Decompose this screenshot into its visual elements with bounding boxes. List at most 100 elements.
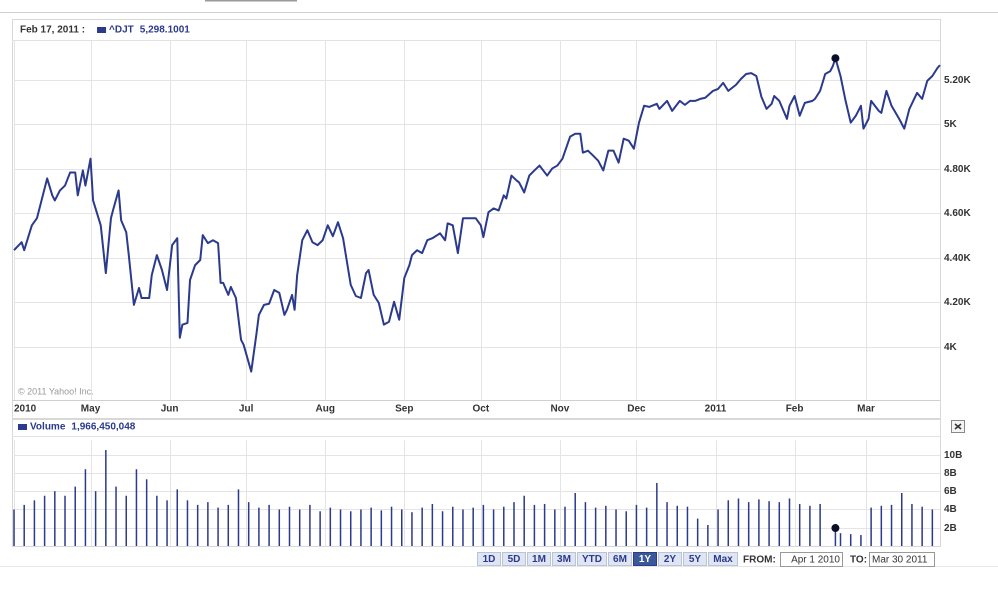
- y-tick-label: 4K: [944, 342, 958, 353]
- volume-bar: [768, 501, 770, 546]
- range-button[interactable]: [633, 552, 657, 566]
- volume-bar: [900, 493, 903, 546]
- volume-bar: [115, 486, 117, 546]
- volume-bar: [431, 503, 434, 546]
- to-value[interactable]: Mar 30 2011: [872, 555, 928, 566]
- volume-bar: [23, 504, 25, 546]
- x-tick-label: Mar: [857, 404, 875, 415]
- volume-bar: [156, 495, 158, 546]
- volume-bar: [298, 509, 301, 546]
- volume-bar: [411, 512, 413, 546]
- y-tick-label: 4B: [944, 504, 957, 515]
- volume-bar: [329, 507, 332, 546]
- volume-bar: [819, 503, 821, 546]
- y-tick-label: 6B: [944, 486, 957, 497]
- volume-bar: [441, 511, 444, 546]
- volume-bar: [400, 509, 403, 546]
- volume-bar: [339, 509, 342, 546]
- volume-bar: [370, 507, 372, 546]
- range-button-label[interactable]: 1M: [532, 554, 546, 565]
- y-tick-label: 2B: [944, 523, 957, 534]
- volume-bar: [196, 504, 199, 546]
- range-button[interactable]: [502, 552, 526, 566]
- volume-bar: [707, 524, 709, 546]
- volume-bar: [839, 533, 842, 546]
- hover-dot: [831, 524, 840, 533]
- volume-bar: [931, 509, 934, 546]
- legend-value: 1,966,450,048: [71, 422, 135, 433]
- volume-bar: [717, 509, 719, 546]
- range-button-label[interactable]: 3M: [557, 554, 571, 565]
- to-input[interactable]: [869, 552, 935, 567]
- volume-bar: [462, 509, 464, 546]
- volume-bar: [860, 535, 862, 546]
- range-button[interactable]: [708, 552, 738, 566]
- x-tick-label: Feb: [786, 404, 804, 415]
- x-tick-label: Nov: [550, 404, 569, 415]
- y-tick-label: 4.60K: [944, 208, 971, 219]
- volume-bar: [503, 506, 505, 546]
- range-button[interactable]: [577, 552, 607, 566]
- range-button[interactable]: [552, 552, 576, 566]
- volume-bar: [309, 504, 311, 546]
- from-value[interactable]: Apr 1 2010: [791, 555, 840, 566]
- close-button[interactable]: [951, 420, 965, 433]
- volume-bar: [513, 502, 515, 546]
- volume-bar: [554, 509, 556, 546]
- volume-bar: [737, 498, 740, 546]
- range-button[interactable]: [477, 552, 501, 566]
- volume-bar: [696, 518, 699, 546]
- volume-bar: [584, 502, 587, 546]
- volume-bar: [834, 528, 837, 546]
- volume-bar: [176, 489, 179, 546]
- range-button-label[interactable]: 5D: [508, 554, 521, 565]
- volume-bar: [288, 506, 291, 546]
- legend-name: Volume: [30, 422, 66, 433]
- volume-bar: [64, 495, 66, 546]
- range-button[interactable]: [658, 552, 682, 566]
- to-label: TO:: [850, 555, 867, 566]
- volume-bar: [227, 504, 230, 546]
- volume-bar: [390, 506, 393, 546]
- volume-bar: [890, 504, 893, 546]
- x-tick-label: Jul: [239, 404, 254, 415]
- volume-bar: [207, 502, 209, 546]
- x-tick-label: Dec: [627, 404, 646, 415]
- volume-bar: [880, 505, 883, 546]
- volume-bar: [319, 511, 321, 546]
- volume-bar: [615, 509, 617, 546]
- volume-bar: [349, 511, 352, 546]
- volume-bar: [870, 507, 872, 546]
- range-button[interactable]: [608, 552, 632, 566]
- from-input[interactable]: [780, 552, 843, 567]
- range-button-label[interactable]: 2Y: [664, 554, 677, 565]
- volume-bar: [472, 507, 474, 546]
- x-tick-label: 2011: [705, 404, 727, 415]
- volume-bar: [84, 469, 87, 546]
- volume-bar: [421, 507, 423, 546]
- volume-bar: [258, 507, 260, 546]
- volume-bar: [166, 500, 168, 546]
- range-button-label[interactable]: 1Y: [639, 554, 652, 565]
- legend-name: ^DJT: [109, 25, 134, 36]
- range-button-label[interactable]: 6M: [613, 554, 627, 565]
- range-button[interactable]: [527, 552, 551, 566]
- x-tick-label: May: [81, 404, 101, 415]
- volume-bar: [523, 495, 525, 546]
- volume-bar: [43, 495, 46, 546]
- legend-swatch: [97, 27, 107, 33]
- range-button-label[interactable]: 1D: [483, 554, 496, 565]
- volume-bar: [911, 503, 913, 546]
- volume-bar: [268, 504, 270, 546]
- x-tick-label: Aug: [315, 404, 334, 415]
- range-button-label[interactable]: YTD: [582, 554, 602, 565]
- volume-bar: [533, 504, 536, 546]
- range-button-label[interactable]: Max: [713, 554, 733, 565]
- volume-bar: [594, 507, 597, 546]
- range-button[interactable]: [683, 552, 707, 566]
- range-button-label[interactable]: 5Y: [689, 554, 702, 565]
- price-line: [13, 57, 941, 373]
- volume-bar: [564, 506, 566, 546]
- volume-bar: [452, 506, 454, 546]
